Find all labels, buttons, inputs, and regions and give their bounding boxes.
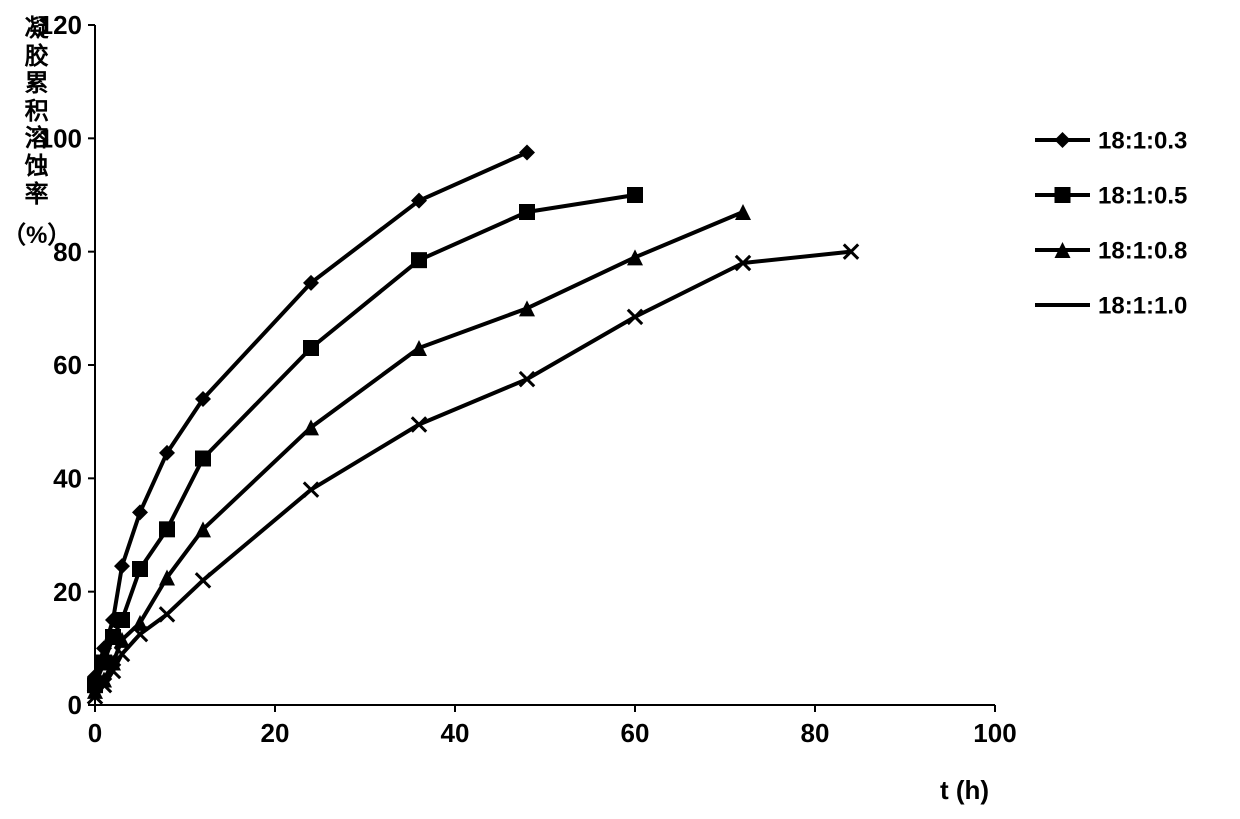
legend-label: 18:1:0.3 (1098, 127, 1187, 154)
legend-item: 18:1:0.8 (1035, 237, 1187, 264)
y-axis-label-char: 凝 (2, 15, 71, 43)
diamond-marker-icon (114, 558, 130, 574)
legend-item: 18:1:0.5 (1035, 182, 1187, 209)
square-marker-icon (159, 521, 175, 537)
y-axis-label-char: 蚀 (2, 153, 71, 181)
series-line (95, 252, 851, 697)
series-18:1:1.0 (88, 244, 858, 703)
y-axis-label-char: 溶 (2, 125, 71, 153)
legend-label: 18:1:0.8 (1098, 237, 1187, 264)
x-tick-label: 40 (441, 718, 470, 748)
square-marker-icon (303, 340, 319, 356)
legend-label: 18:1:0.5 (1098, 182, 1187, 209)
legend-label: 18:1:1.0 (1098, 292, 1187, 319)
y-axis-label: 凝胶累积溶蚀率 （%） (2, 15, 71, 250)
y-axis-unit: （%） (2, 222, 71, 250)
x-axis-label: t (h) (940, 775, 989, 806)
series-18:1:0.3 (87, 145, 535, 685)
series-line (95, 212, 743, 691)
x-tick-label: 60 (621, 718, 650, 748)
y-tick-label: 20 (53, 577, 82, 607)
square-marker-icon (519, 204, 535, 220)
y-axis-label-char: 率 (2, 181, 71, 209)
y-axis-label-char: 积 (2, 98, 71, 126)
x-tick-label: 20 (261, 718, 290, 748)
square-marker-icon (132, 561, 148, 577)
square-marker-icon (195, 451, 211, 467)
line-chart: 02040608010002040608010012018:1:0.318:1:… (0, 0, 1240, 819)
triangle-marker-icon (735, 204, 751, 220)
x-tick-label: 100 (973, 718, 1016, 748)
y-tick-label: 0 (68, 690, 82, 720)
x-tick-label: 80 (801, 718, 830, 748)
y-axis-label-char: 累 (2, 70, 71, 98)
y-axis-label-char: 胶 (2, 43, 71, 71)
chart-container: 02040608010002040608010012018:1:0.318:1:… (0, 0, 1240, 819)
y-tick-label: 40 (53, 463, 82, 493)
square-marker-icon (411, 252, 427, 268)
legend-item: 18:1:0.3 (1035, 127, 1187, 154)
diamond-marker-icon (1055, 132, 1071, 148)
legend-item: 18:1:1.0 (1035, 292, 1187, 319)
triangle-marker-icon (627, 249, 643, 265)
square-marker-icon (627, 187, 643, 203)
y-tick-label: 60 (53, 350, 82, 380)
series-line (95, 153, 527, 677)
x-tick-label: 0 (88, 718, 102, 748)
diamond-marker-icon (132, 504, 148, 520)
series-18:1:0.8 (87, 204, 751, 699)
square-marker-icon (1055, 187, 1071, 203)
square-marker-icon (114, 612, 130, 628)
diamond-marker-icon (519, 145, 535, 161)
